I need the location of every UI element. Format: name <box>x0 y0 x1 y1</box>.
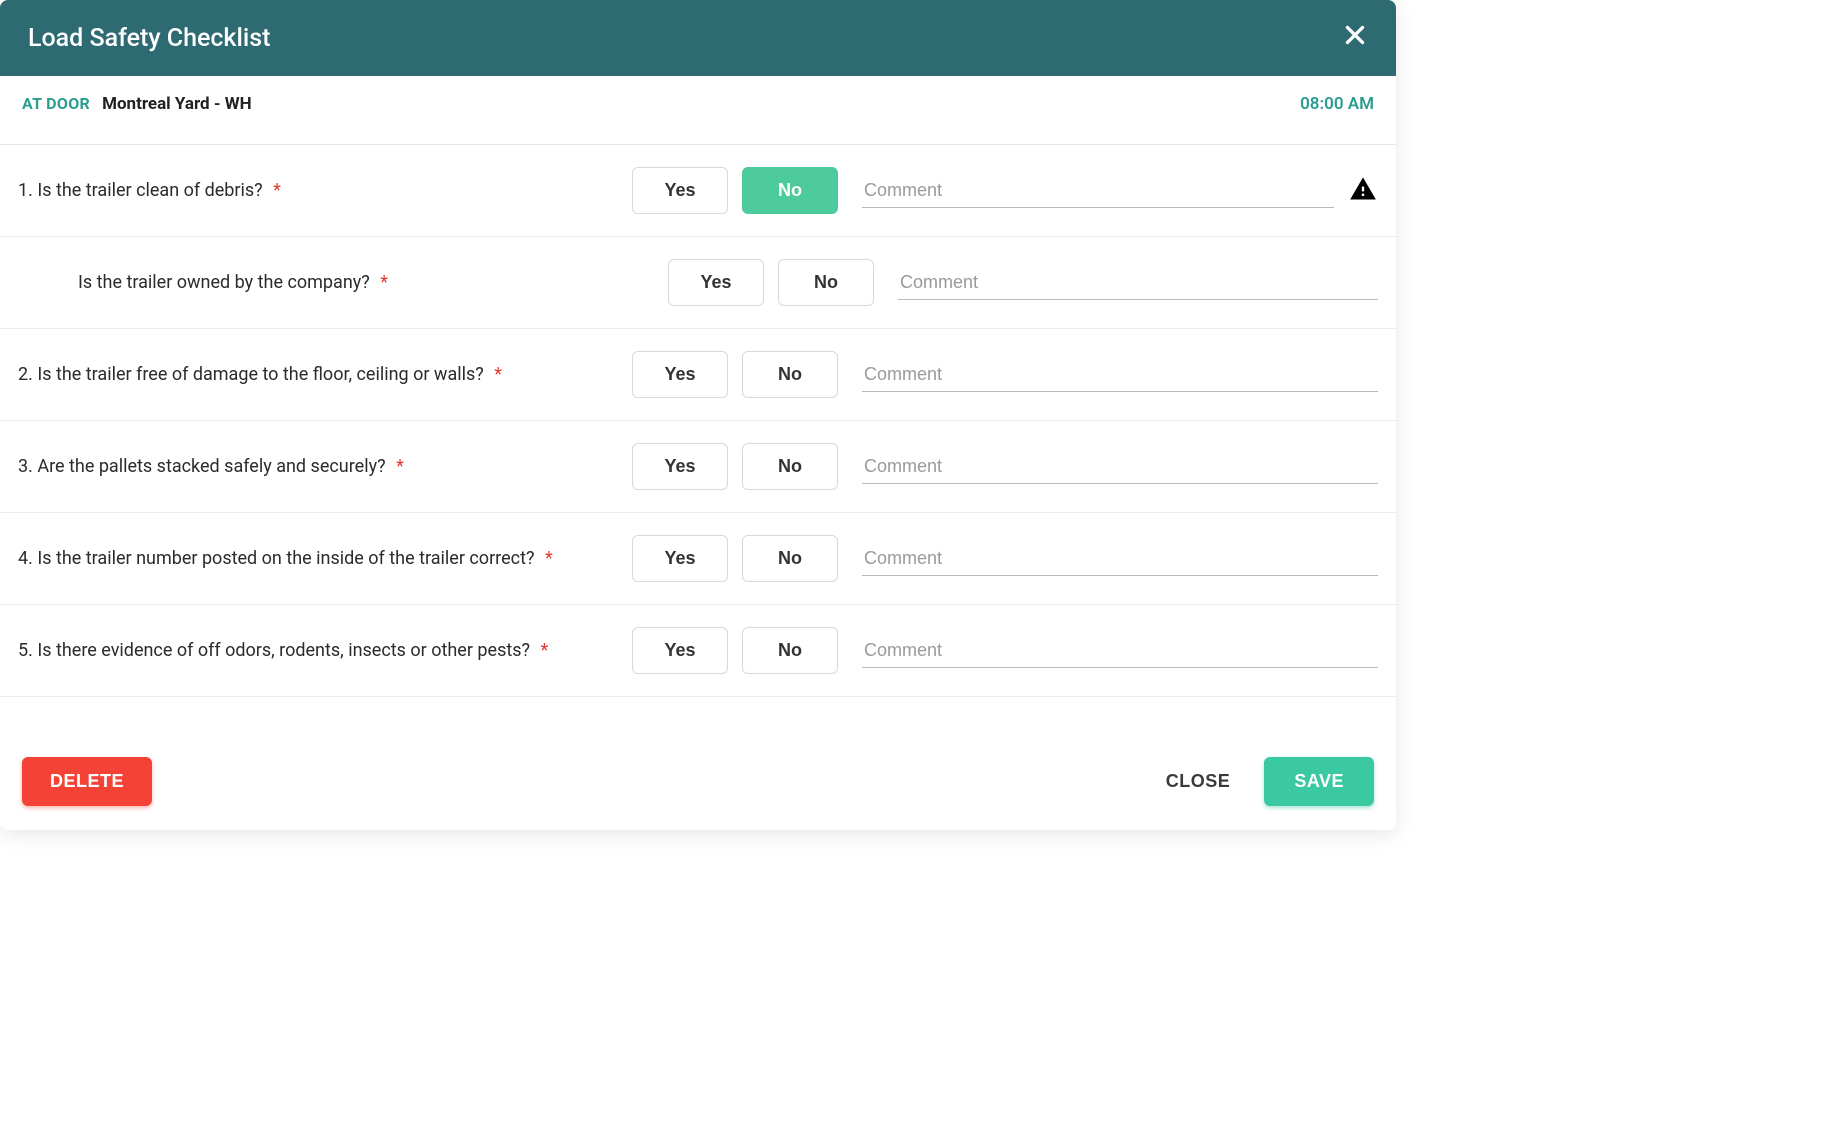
close-button[interactable]: CLOSE <box>1156 757 1241 806</box>
required-mark: * <box>494 364 502 385</box>
comment-input[interactable] <box>862 542 1378 576</box>
question-row: 5. Is there evidence of off odors, roden… <box>0 605 1396 697</box>
modal-footer: DELETE CLOSE SAVE <box>0 697 1396 830</box>
yes-button[interactable]: Yes <box>632 535 728 582</box>
question-row: 3. Are the pallets stacked safely and se… <box>0 421 1396 513</box>
no-button[interactable]: No <box>742 627 838 674</box>
question-text: 4. Is the trailer number posted on the i… <box>18 548 618 569</box>
required-mark: * <box>396 456 404 477</box>
question-text: 3. Are the pallets stacked safely and se… <box>18 456 618 477</box>
comment-input[interactable] <box>862 634 1378 668</box>
question-row: 2. Is the trailer free of damage to the … <box>0 329 1396 421</box>
yes-button[interactable]: Yes <box>632 627 728 674</box>
yes-button[interactable]: Yes <box>632 167 728 214</box>
delete-button[interactable]: DELETE <box>22 757 152 806</box>
question-text: Is the trailer owned by the company? * <box>18 272 654 293</box>
no-button[interactable]: No <box>742 167 838 214</box>
footer-right: CLOSE SAVE <box>1156 757 1374 806</box>
required-mark: * <box>545 548 553 569</box>
comment-input[interactable] <box>862 450 1378 484</box>
checklist-modal: Load Safety Checklist AT DOOR Montreal Y… <box>0 0 1396 830</box>
yes-button[interactable]: Yes <box>632 443 728 490</box>
comment-input[interactable] <box>898 266 1378 300</box>
sub-header: AT DOOR Montreal Yard - WH 08:00 AM <box>0 76 1396 145</box>
question-text: 2. Is the trailer free of damage to the … <box>18 364 618 385</box>
modal-header: Load Safety Checklist <box>0 0 1396 76</box>
save-button[interactable]: SAVE <box>1264 757 1374 806</box>
question-row: 4. Is the trailer number posted on the i… <box>0 513 1396 605</box>
comment-input[interactable] <box>862 174 1334 208</box>
yes-button[interactable]: Yes <box>632 351 728 398</box>
no-button[interactable]: No <box>742 535 838 582</box>
close-icon[interactable] <box>1342 22 1368 54</box>
question-text: 1. Is the trailer clean of debris? * <box>18 180 618 201</box>
status-label: AT DOOR <box>22 94 90 113</box>
required-mark: * <box>273 180 281 201</box>
no-button[interactable]: No <box>742 351 838 398</box>
no-button[interactable]: No <box>742 443 838 490</box>
modal-title: Load Safety Checklist <box>28 24 270 53</box>
warning-icon <box>1348 175 1378 207</box>
sub-header-left: AT DOOR Montreal Yard - WH <box>22 94 252 114</box>
question-text: 5. Is there evidence of off odors, roden… <box>18 640 618 661</box>
no-button[interactable]: No <box>778 259 874 306</box>
yes-button[interactable]: Yes <box>668 259 764 306</box>
comment-input[interactable] <box>862 358 1378 392</box>
required-mark: * <box>541 640 549 661</box>
required-mark: * <box>380 272 388 293</box>
location-label: Montreal Yard - WH <box>102 94 252 114</box>
question-row: 1. Is the trailer clean of debris? * Yes N… <box>0 145 1396 237</box>
question-row: Is the trailer owned by the company? * Ye… <box>0 237 1396 329</box>
time-label: 08:00 AM <box>1300 94 1374 114</box>
question-list: 1. Is the trailer clean of debris? * Yes N… <box>0 145 1396 697</box>
